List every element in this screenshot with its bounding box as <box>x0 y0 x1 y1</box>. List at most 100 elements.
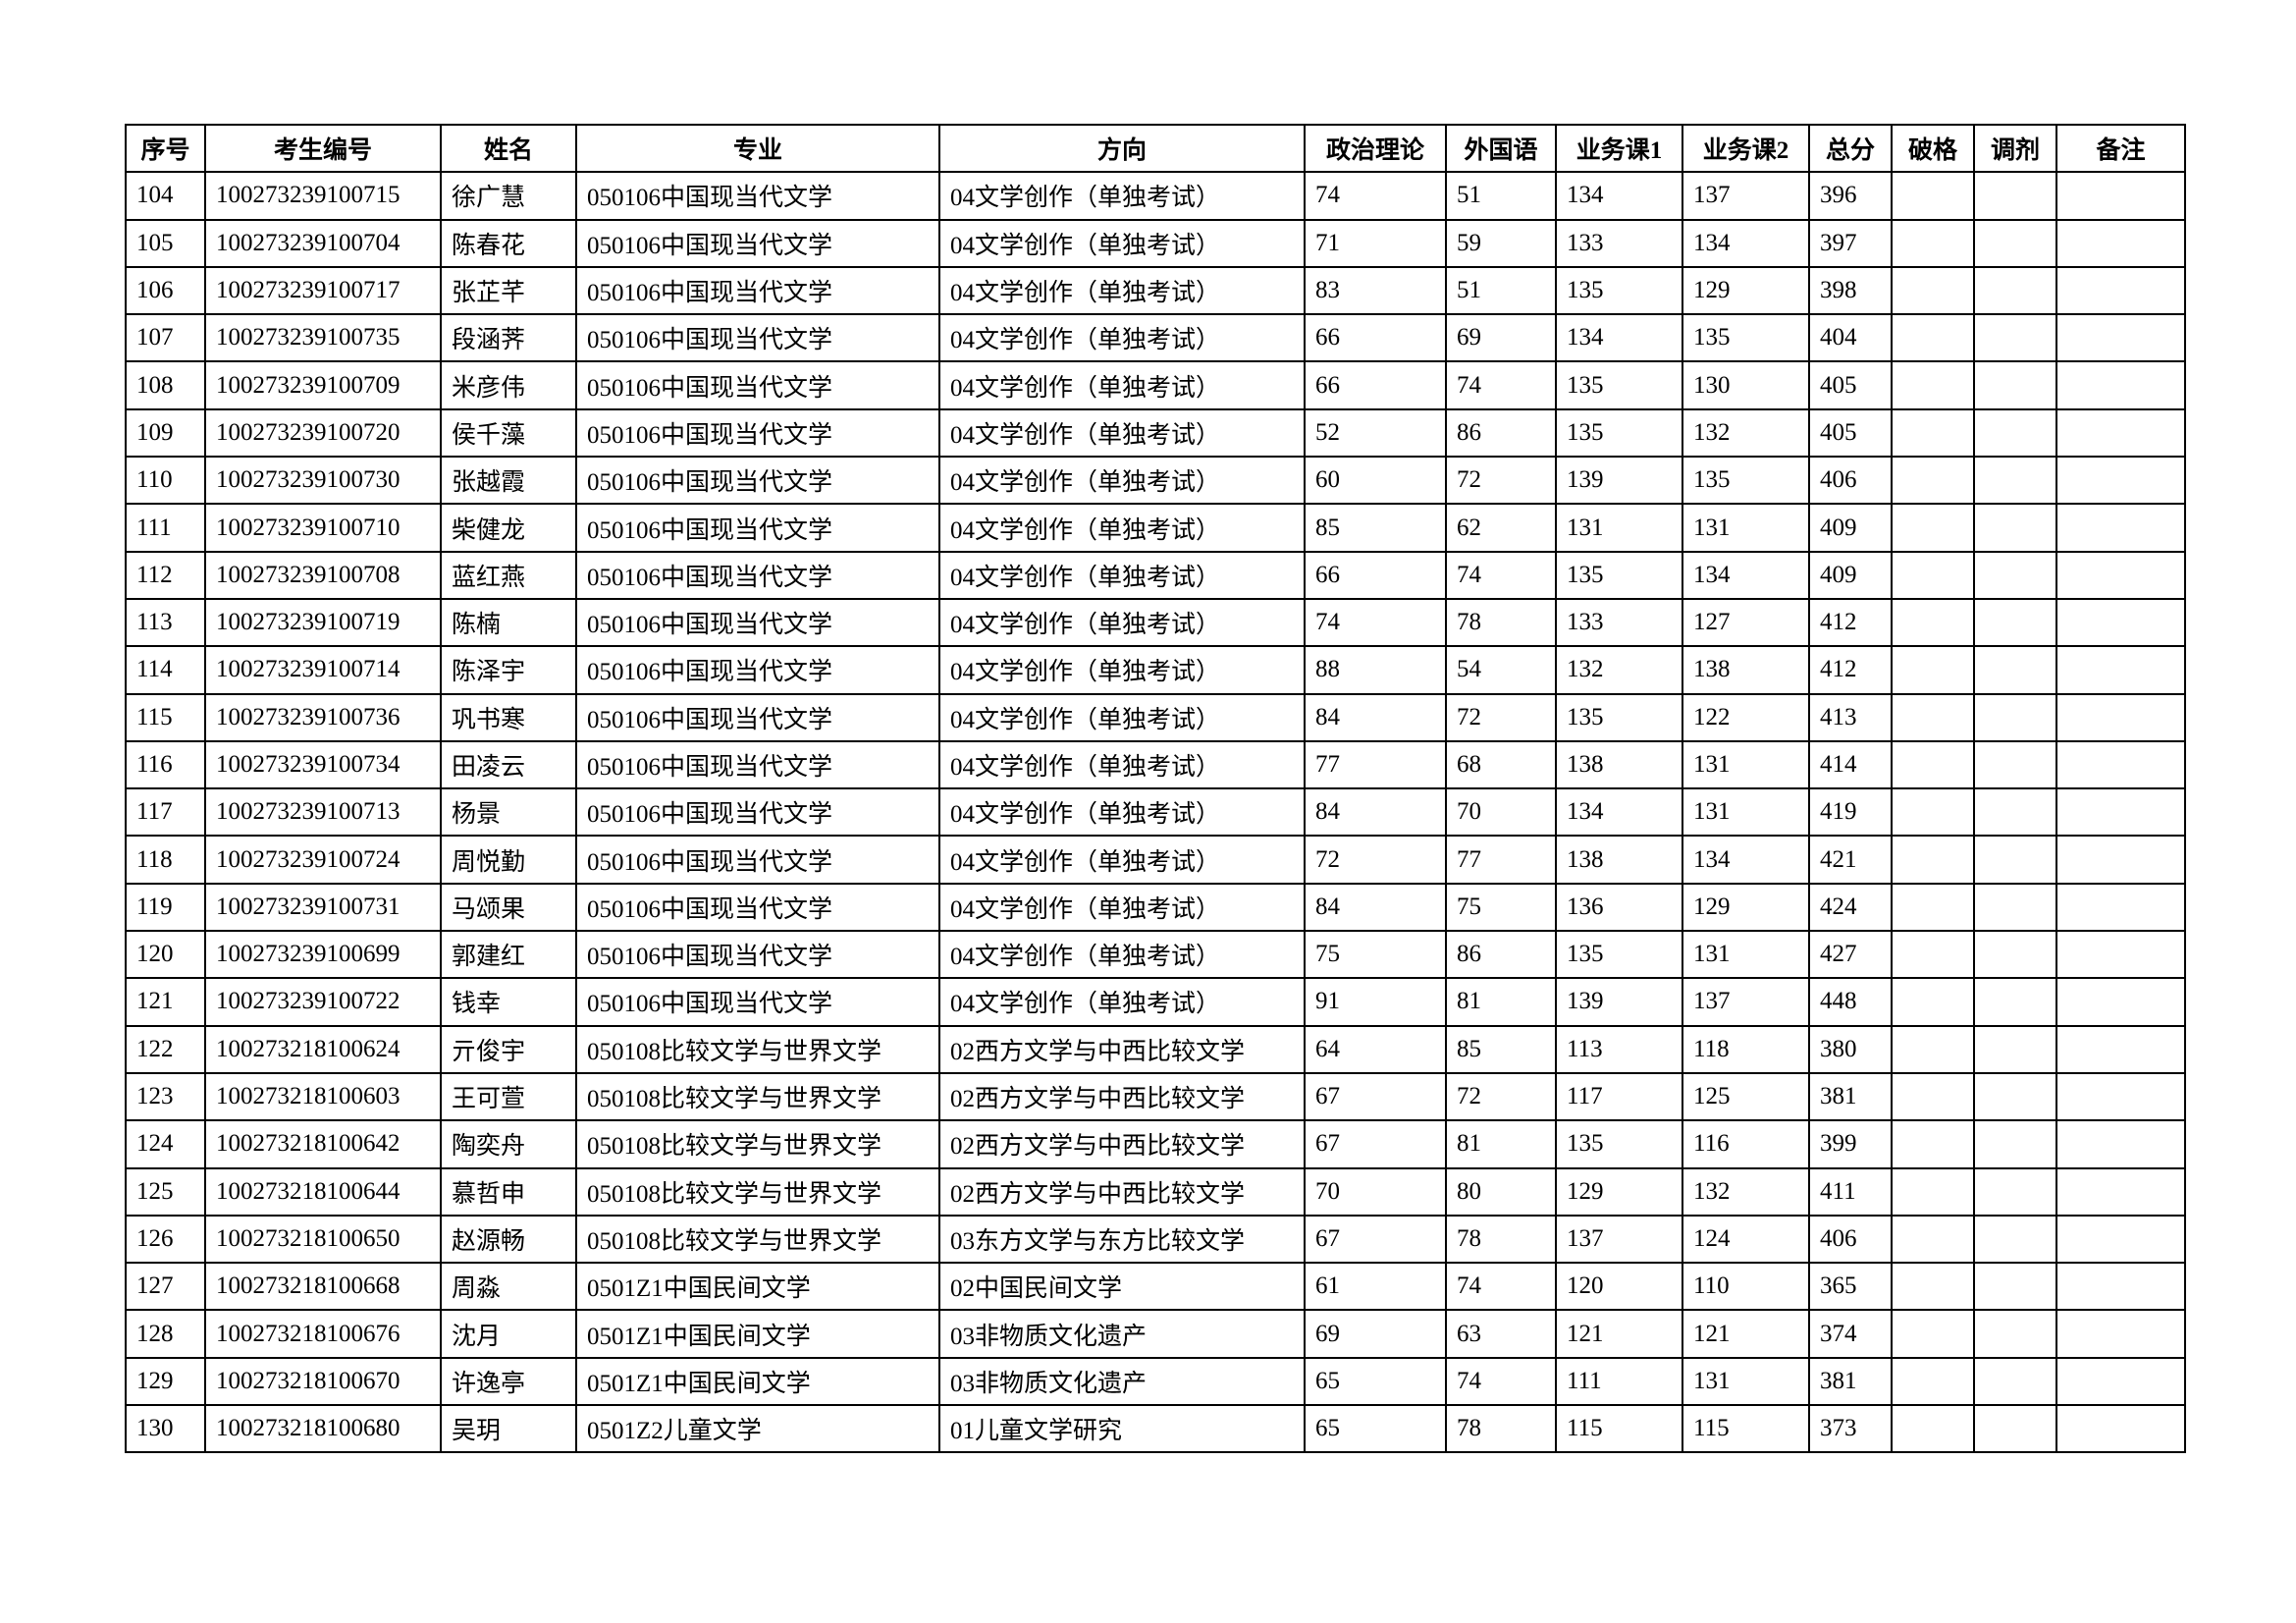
table-cell: 135 <box>1682 456 1810 506</box>
table-cell: 116 <box>125 739 206 790</box>
table-cell: 424 <box>1808 882 1893 933</box>
table-cell: 51 <box>1445 265 1557 316</box>
table-row: 114 100273239100714 陈泽宇 050106中国现当代文学 04文学创作… <box>125 645 2186 695</box>
header-cell: 破格 <box>1891 123 1975 174</box>
table-cell: 050108比较文学与世界文学 <box>575 1166 940 1217</box>
table-cell: 116 <box>1682 1119 1810 1169</box>
empty-cell <box>1973 1356 2057 1407</box>
table-cell: 郭建红 <box>440 930 577 980</box>
empty-cell <box>2056 407 2186 459</box>
table-cell: 100273239100714 <box>204 645 442 695</box>
table-cell: 127 <box>1682 597 1810 648</box>
table-cell: 115 <box>125 692 206 742</box>
empty-cell <box>2056 930 2186 980</box>
table-cell: 130 <box>125 1404 206 1454</box>
table-cell: 陈泽宇 <box>440 645 577 695</box>
empty-cell <box>2056 313 2186 363</box>
table-cell: 66 <box>1304 360 1447 410</box>
table-cell: 111 <box>125 503 206 553</box>
empty-cell <box>2056 692 2186 742</box>
table-cell: 412 <box>1808 597 1893 648</box>
table-cell: 84 <box>1304 787 1447 838</box>
table-cell: 050108比较文学与世界文学 <box>575 1214 940 1265</box>
table-cell: 123 <box>125 1071 206 1122</box>
empty-cell <box>2056 265 2186 316</box>
table-cell: 75 <box>1304 930 1447 980</box>
table-cell: 77 <box>1304 739 1447 790</box>
empty-cell <box>1891 1024 1975 1074</box>
table-cell: 135 <box>1555 550 1683 600</box>
table-row: 129 100273218100670 许逸亭 0501Z1中国民间文学 03非物质文化… <box>125 1356 2186 1407</box>
table-cell: 83 <box>1304 265 1447 316</box>
table-cell: 421 <box>1808 835 1893 885</box>
table-cell: 02西方文学与中西比较文学 <box>938 1119 1306 1169</box>
table-row: 117 100273239100713 杨景 050106中国现当代文学 04文学创作（… <box>125 787 2186 838</box>
table-cell: 85 <box>1445 1024 1557 1074</box>
empty-cell <box>1973 171 2057 221</box>
table-cell: 74 <box>1304 597 1447 648</box>
empty-cell <box>1891 1166 1975 1217</box>
table-cell: 126 <box>125 1214 206 1265</box>
empty-cell <box>1973 1404 2057 1454</box>
table-cell: 138 <box>1555 835 1683 885</box>
table-cell: 121 <box>1682 1309 1810 1359</box>
empty-cell <box>1891 171 1975 221</box>
table-cell: 54 <box>1445 645 1557 695</box>
header-cell: 总分 <box>1808 123 1893 174</box>
table-cell: 86 <box>1445 407 1557 459</box>
empty-cell <box>1891 645 1975 695</box>
table-cell: 133 <box>1555 218 1683 268</box>
table-cell: 135 <box>1555 692 1683 742</box>
table-cell: 100273218100644 <box>204 1166 442 1217</box>
table-cell: 72 <box>1304 835 1447 885</box>
empty-cell <box>1891 692 1975 742</box>
table-cell: 050106中国现当代文学 <box>575 360 940 410</box>
table-cell: 050106中国现当代文学 <box>575 787 940 838</box>
table-cell: 118 <box>125 835 206 885</box>
empty-cell <box>1973 835 2057 885</box>
table-cell: 118 <box>1682 1024 1810 1074</box>
table-cell: 100273239100708 <box>204 550 442 600</box>
table-cell: 81 <box>1445 1119 1557 1169</box>
table-cell: 赵源畅 <box>440 1214 577 1265</box>
header-cell: 备注 <box>2056 123 2186 174</box>
header-cell: 序号 <box>125 123 206 174</box>
empty-cell <box>1973 407 2057 459</box>
table-cell: 86 <box>1445 930 1557 980</box>
table-cell: 131 <box>1682 503 1810 553</box>
empty-cell <box>1973 265 2057 316</box>
table-cell: 63 <box>1445 1309 1557 1359</box>
empty-cell <box>1891 835 1975 885</box>
table-cell: 138 <box>1555 739 1683 790</box>
table-cell: 75 <box>1445 882 1557 933</box>
table-cell: 137 <box>1682 977 1810 1027</box>
table-cell: 050106中国现当代文学 <box>575 503 940 553</box>
table-cell: 105 <box>125 218 206 268</box>
table-cell: 74 <box>1445 360 1557 410</box>
empty-cell <box>1891 1071 1975 1122</box>
empty-cell <box>2056 218 2186 268</box>
table-cell: 404 <box>1808 313 1893 363</box>
table-row: 104 100273239100715 徐广慧 050106中国现当代文学 04文学创作… <box>125 171 2186 221</box>
table-cell: 钱幸 <box>440 977 577 1027</box>
table-cell: 050106中国现当代文学 <box>575 407 940 459</box>
table-cell: 100273239100731 <box>204 882 442 933</box>
table-cell: 138 <box>1682 645 1810 695</box>
table-cell: 129 <box>1682 882 1810 933</box>
table-cell: 67 <box>1304 1214 1447 1265</box>
table-cell: 71 <box>1304 218 1447 268</box>
table-cell: 67 <box>1304 1119 1447 1169</box>
table-cell: 74 <box>1445 550 1557 600</box>
table-row: 119 100273239100731 马颂果 050106中国现当代文学 04文学创作… <box>125 882 2186 933</box>
empty-cell <box>1973 360 2057 410</box>
table-cell: 121 <box>1555 1309 1683 1359</box>
empty-cell <box>2056 1356 2186 1407</box>
table-cell: 59 <box>1445 218 1557 268</box>
table-cell: 050108比较文学与世界文学 <box>575 1024 940 1074</box>
table-cell: 100273239100710 <box>204 503 442 553</box>
table-cell: 112 <box>125 550 206 600</box>
table-row: 110 100273239100730 张越霞 050106中国现当代文学 04文学创作… <box>125 456 2186 506</box>
empty-cell <box>1891 1262 1975 1312</box>
table-cell: 许逸亭 <box>440 1356 577 1407</box>
empty-cell <box>1973 1262 2057 1312</box>
